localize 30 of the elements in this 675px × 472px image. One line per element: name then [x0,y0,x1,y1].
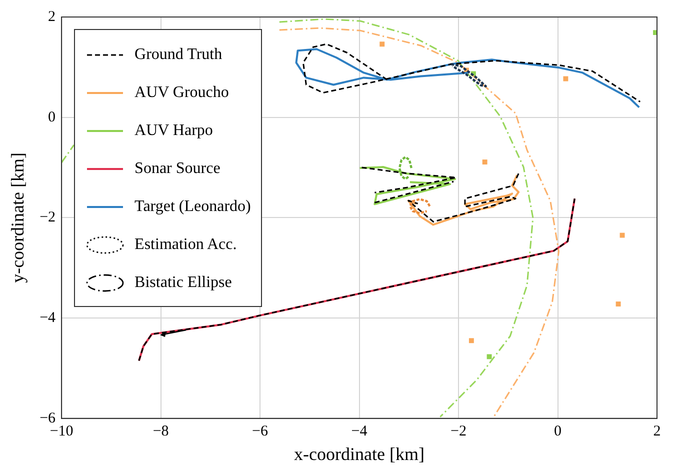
line-series [278,27,560,418]
x-tick-label: 0 [554,423,562,440]
line-series [450,63,487,88]
point [468,338,474,344]
legend-label: AUV Groucho [134,84,229,102]
point [616,302,621,306]
x-tick-label: −8 [152,423,169,440]
point [482,160,488,164]
x-tick-label: −4 [351,423,368,440]
x-tick-label: 2 [653,423,661,440]
legend-label: Ground Truth [134,46,222,64]
point [380,42,385,47]
y-tick-label: −4 [40,310,56,326]
legend-label: Target (Leonardo) [134,198,251,216]
line-series [408,198,431,214]
annotation: Estimation Acc. [134,236,237,254]
y-axis-title: y-coordinate [km] [8,152,28,283]
point [486,354,492,360]
x-tick-label: −2 [450,423,467,440]
y-tick-label: −2 [40,210,56,226]
point [653,30,657,36]
line-series [398,156,412,180]
annotation: Bistatic Ellipse [134,274,232,292]
y-tick-label: 0 [48,109,56,126]
point [563,76,568,82]
x-tick-label: −6 [252,423,269,440]
legend-label: AUV Harpo [134,122,213,140]
y-tick-label: 2 [48,8,56,25]
x-axis-title: x-coordinate [km] [294,444,425,464]
legend-label: Sonar Source [134,160,220,178]
